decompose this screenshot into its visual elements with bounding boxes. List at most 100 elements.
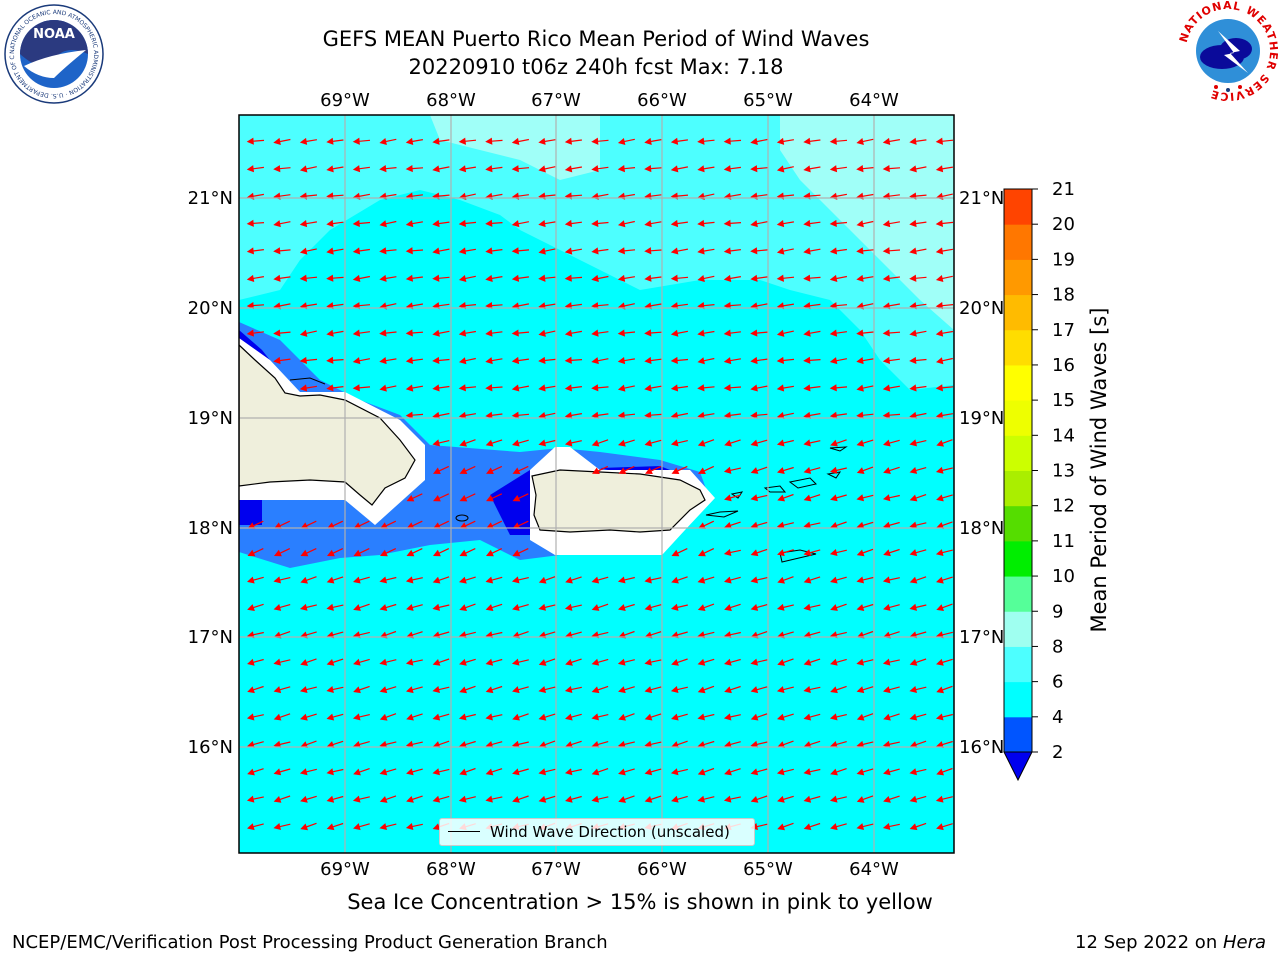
wave-direction-arrow — [750, 165, 768, 173]
wave-direction-arrow — [882, 823, 900, 831]
wave-direction-arrow — [511, 220, 530, 228]
footer-producer: NCEP/EMC/Verification Post Processing Pr… — [12, 932, 608, 953]
wave-direction-arrow — [829, 219, 848, 228]
wave-direction-arrow — [724, 439, 741, 447]
wave-direction-arrow — [379, 247, 397, 255]
colorbar-segment — [1004, 505, 1032, 542]
wave-direction-arrow — [723, 549, 741, 557]
wave-direction-arrow — [935, 137, 954, 145]
wave-direction-arrow — [723, 247, 741, 255]
colorbar-segment — [1004, 294, 1032, 331]
wave-direction-arrow — [644, 576, 662, 584]
wave-direction-arrow — [326, 165, 344, 173]
wave-direction-arrow — [803, 302, 821, 310]
wave-direction-arrow — [856, 439, 874, 447]
wave-direction-arrow — [432, 686, 450, 694]
wave-direction-arrow — [882, 247, 901, 255]
wave-direction-arrow — [405, 658, 423, 666]
wave-direction-arrow — [883, 713, 900, 721]
wave-direction-arrow — [644, 740, 662, 748]
wave-direction-arrow — [882, 356, 900, 364]
lat-label-left: 21°N — [188, 188, 233, 209]
wave-direction-arrow — [882, 384, 901, 392]
wave-direction-arrow — [511, 411, 530, 419]
wave-direction-arrow — [352, 165, 370, 173]
wave-direction-arrow — [432, 411, 450, 419]
wave-direction-arrow — [591, 357, 609, 365]
wave-direction-arrow — [485, 247, 503, 255]
wave-direction-arrow — [379, 795, 397, 803]
colorbar-tick-label: 12 — [1052, 496, 1075, 517]
wave-direction-arrow — [300, 548, 317, 557]
wave-direction-arrow — [697, 411, 715, 419]
wave-direction-arrow — [511, 384, 530, 392]
wave-direction-arrow — [511, 658, 529, 666]
wave-direction-arrow — [512, 548, 529, 557]
wave-direction-arrow — [697, 685, 715, 694]
wave-direction-arrow — [776, 384, 794, 392]
wave-direction-arrow — [564, 165, 583, 173]
wave-direction-arrow — [856, 274, 874, 282]
wave-direction-arrow — [485, 165, 503, 173]
wave-direction-arrow — [352, 329, 370, 337]
wave-direction-arrow — [353, 576, 370, 584]
wave-direction-arrow — [697, 247, 715, 255]
wave-direction-arrow — [697, 357, 715, 365]
wave-direction-arrow — [511, 329, 530, 337]
wave-direction-arrow — [935, 384, 954, 392]
wave-direction-arrow — [935, 713, 953, 721]
lon-label-top: 67°W — [531, 90, 581, 111]
wave-direction-arrow — [882, 220, 901, 228]
lon-label-bottom: 67°W — [531, 859, 581, 880]
wave-direction-arrow — [935, 411, 953, 419]
wave-direction-arrow — [883, 603, 900, 611]
wave-direction-arrow — [856, 658, 874, 666]
wave-direction-arrow — [830, 439, 847, 447]
wave-direction-arrow — [617, 357, 635, 365]
wave-direction-arrow — [511, 137, 530, 145]
wave-direction-arrow — [882, 494, 900, 502]
wave-direction-arrow — [936, 439, 953, 447]
wave-direction-arrow — [273, 356, 291, 365]
wave-direction-arrow — [670, 686, 688, 694]
wave-direction-arrow — [882, 274, 900, 282]
wave-direction-arrow — [644, 329, 662, 337]
wave-direction-arrow — [432, 795, 450, 803]
wave-direction-arrow — [856, 329, 874, 337]
wave-direction-arrow — [591, 274, 609, 282]
wave-direction-arrow — [644, 795, 662, 803]
hispaniola-land — [239, 344, 416, 506]
wave-direction-arrow — [379, 220, 397, 228]
lon-label-bottom: 69°W — [320, 859, 370, 880]
wave-direction-arrow — [326, 219, 344, 227]
wave-direction-arrow — [750, 603, 768, 611]
wave-direction-arrow — [856, 795, 874, 803]
wave-direction-arrow — [829, 411, 847, 419]
wave-direction-arrow — [458, 137, 477, 145]
wave-direction-arrow — [459, 767, 476, 776]
wave-direction-arrow — [617, 411, 636, 419]
wave-direction-arrow — [273, 823, 291, 831]
wave-direction-arrow — [803, 384, 821, 392]
wave-direction-arrow — [856, 411, 874, 419]
wave-direction-arrow — [379, 823, 397, 831]
wave-direction-arrow — [564, 219, 582, 227]
colorbar-segment — [1004, 435, 1032, 471]
wave-direction-arrow — [458, 165, 476, 173]
wave-direction-arrow — [829, 384, 848, 392]
wave-direction-arrow — [299, 768, 317, 776]
wave-direction-arrow — [299, 165, 317, 173]
wave-direction-arrow — [300, 795, 317, 803]
colorbar-tick-label: 10 — [1052, 566, 1075, 587]
wave-direction-arrow — [352, 247, 370, 255]
wave-direction-arrow — [538, 384, 556, 392]
wave-direction-arrow — [670, 165, 689, 173]
wave-direction-arrow — [485, 357, 503, 365]
wave-direction-arrow — [247, 823, 264, 831]
wave-direction-arrow — [883, 795, 900, 803]
wave-direction-arrow — [353, 658, 370, 666]
wave-direction-arrow — [618, 603, 635, 611]
wave-direction-arrow — [829, 329, 847, 337]
wave-direction-arrow — [406, 795, 423, 803]
wave-direction-arrow — [644, 274, 662, 282]
